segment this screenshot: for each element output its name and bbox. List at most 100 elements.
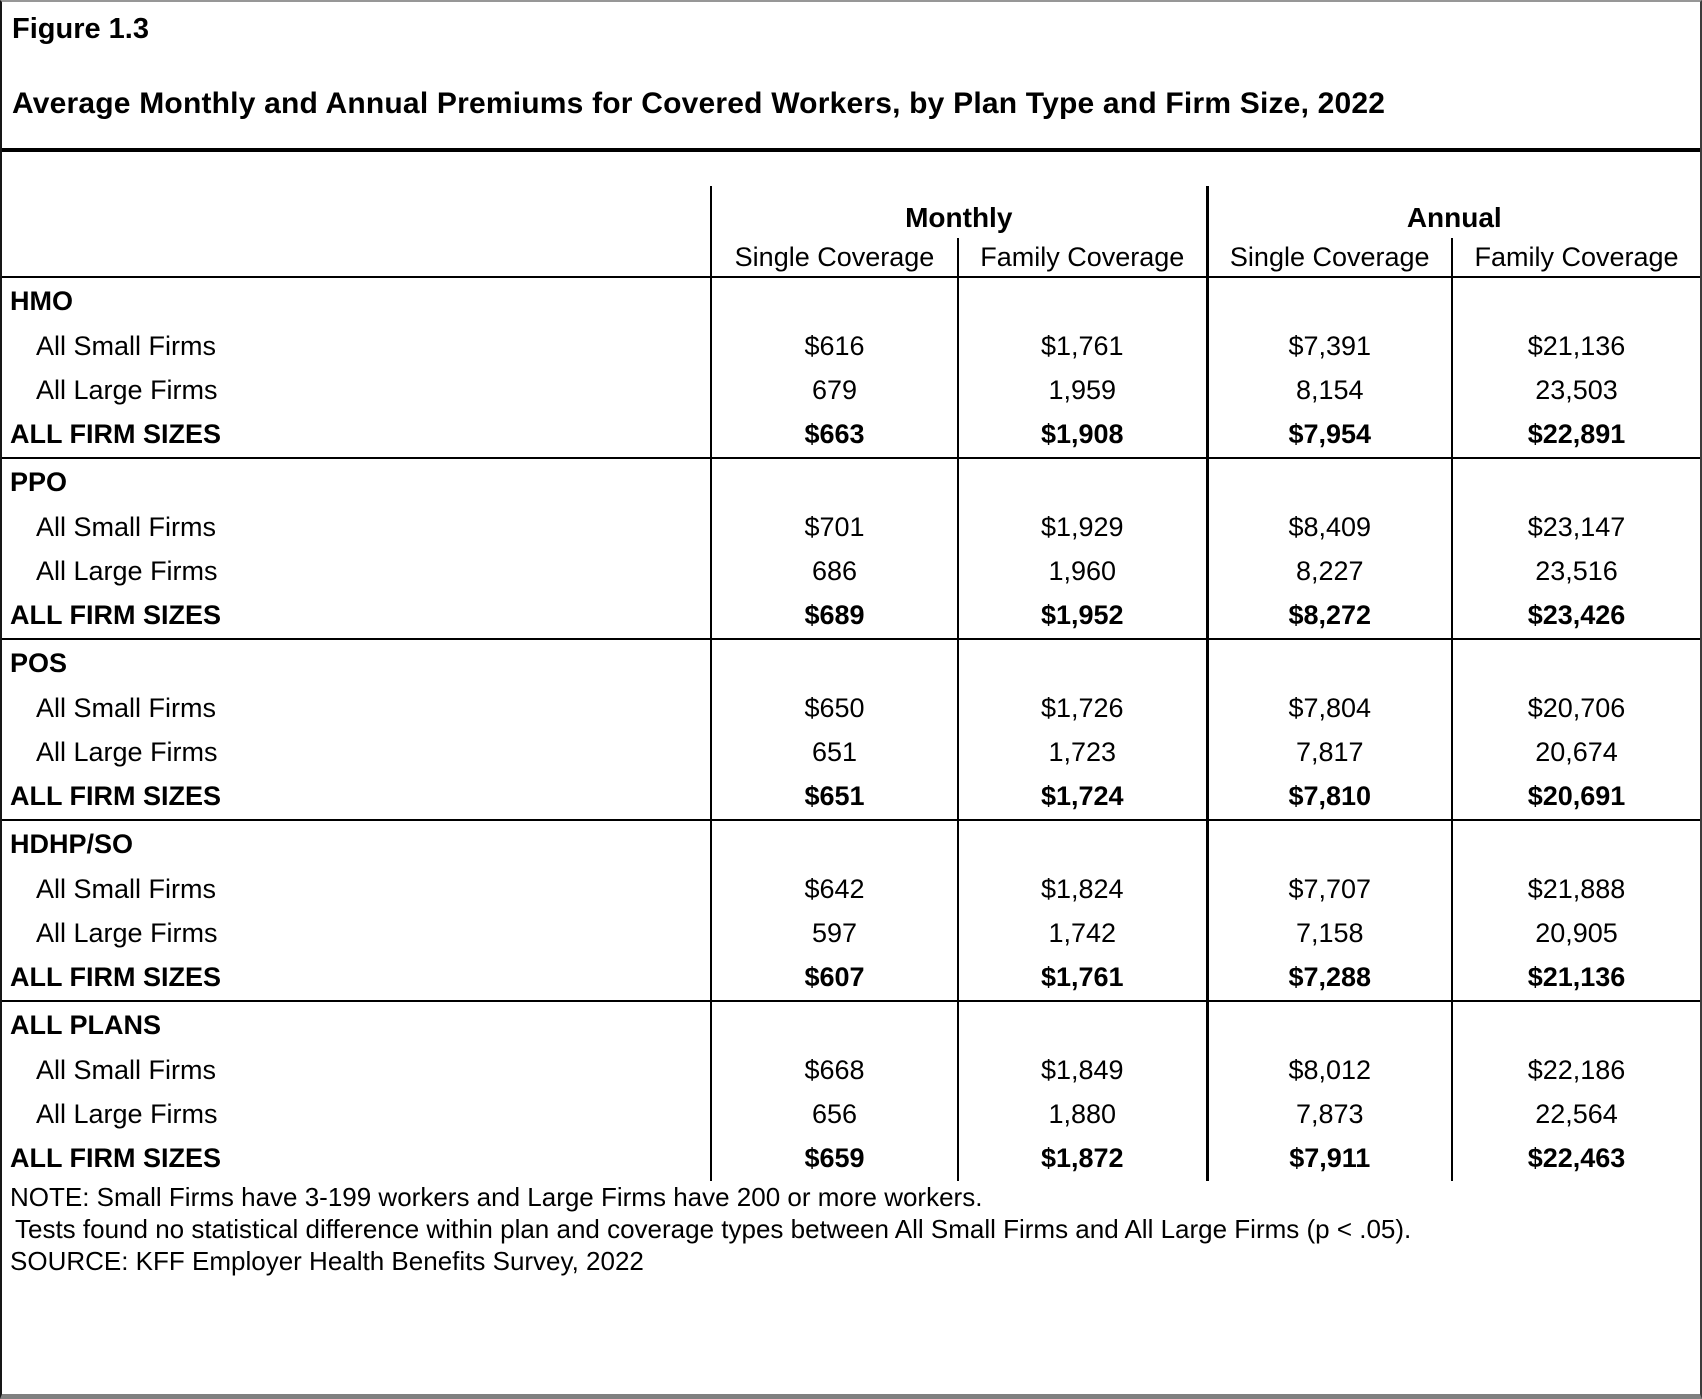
section-row-hmo: HMO <box>2 276 1700 324</box>
value-cell: $650 <box>710 686 958 730</box>
value-cell: $1,724 <box>957 774 1207 820</box>
value-cell: $7,707 <box>1205 867 1452 911</box>
figure-number: Figure 1.3 <box>12 13 149 45</box>
table-row: All Small Firms $668 $1,849 $8,012 $22,1… <box>2 1048 1700 1092</box>
plan-type-label: HDHP/SO <box>2 819 711 867</box>
all-firm-sizes-label: ALL FIRM SIZES <box>10 600 222 630</box>
firm-size-label: All Large Firms <box>36 917 218 948</box>
empty-cell <box>1205 819 1452 867</box>
value-cell: $23,426 <box>1450 593 1700 639</box>
value-cell: 686 <box>710 549 958 593</box>
value-cell: $22,463 <box>1450 1136 1700 1181</box>
value-cell: 23,503 <box>1450 368 1700 412</box>
firm-size-label: All Small Firms <box>36 873 216 904</box>
table-row-total: ALL FIRM SIZES $651 $1,724 $7,810 $20,69… <box>2 774 1700 820</box>
table-row: All Small Firms $701 $1,929 $8,409 $23,1… <box>2 505 1700 549</box>
all-firm-sizes-label: ALL FIRM SIZES <box>10 962 222 992</box>
source-text: SOURCE: KFF Employer Health Benefits Sur… <box>10 1246 644 1276</box>
value-cell: 1,723 <box>957 730 1207 774</box>
column-group-annual: Annual <box>1205 186 1700 238</box>
value-cell: $7,911 <box>1205 1136 1452 1181</box>
value-cell: $642 <box>710 867 958 911</box>
value-cell: $7,954 <box>1205 412 1452 458</box>
empty-cell <box>957 457 1207 505</box>
plan-type-label: ALL PLANS <box>2 1000 711 1048</box>
plan-type-label: PPO <box>2 457 711 505</box>
value-cell: $1,761 <box>957 955 1207 1001</box>
figure-header: Figure 1.3 Average Monthly and Annual Pr… <box>2 2 1700 152</box>
column-header-row: Single Coverage Family Coverage Single C… <box>2 238 1700 278</box>
value-cell: $651 <box>710 774 958 820</box>
value-cell: 1,880 <box>957 1092 1207 1136</box>
value-cell: 22,564 <box>1450 1092 1700 1136</box>
table-row-total: ALL FIRM SIZES $659 $1,872 $7,911 $22,46… <box>2 1136 1700 1181</box>
firm-size-label: All Large Firms <box>36 374 218 405</box>
table-header: Monthly Annual Single Coverage Family Co… <box>2 186 1700 278</box>
corner-cell <box>2 238 711 278</box>
table-row-total: ALL FIRM SIZES $607 $1,761 $7,288 $21,13… <box>2 955 1700 1001</box>
value-cell: $1,929 <box>957 505 1207 549</box>
table-row: All Large Firms 656 1,880 7,873 22,564 <box>2 1092 1700 1136</box>
value-cell: $20,706 <box>1450 686 1700 730</box>
section-row-all-plans: ALL PLANS <box>2 1000 1700 1048</box>
empty-cell <box>957 276 1207 324</box>
value-cell: 8,154 <box>1205 368 1452 412</box>
value-cell: $7,288 <box>1205 955 1452 1001</box>
value-cell: 1,742 <box>957 911 1207 955</box>
empty-cell <box>710 638 958 686</box>
column-group-monthly: Monthly <box>710 186 1207 238</box>
value-cell: 1,959 <box>957 368 1207 412</box>
corner-cell <box>2 186 711 238</box>
value-cell: 23,516 <box>1450 549 1700 593</box>
value-cell: $7,804 <box>1205 686 1452 730</box>
empty-cell <box>710 276 958 324</box>
all-firm-sizes-label: ALL FIRM SIZES <box>10 1143 222 1173</box>
note-text: NOTE: Small Firms have 3-199 workers and… <box>10 1182 983 1212</box>
empty-cell <box>1205 1000 1452 1048</box>
value-cell: $7,810 <box>1205 774 1452 820</box>
table-row: All Small Firms $616 $1,761 $7,391 $21,1… <box>2 324 1700 368</box>
all-firm-sizes-label: ALL FIRM SIZES <box>10 781 222 811</box>
table-row: All Small Firms $642 $1,824 $7,707 $21,8… <box>2 867 1700 911</box>
value-cell: $1,761 <box>957 324 1207 368</box>
value-cell: $8,272 <box>1205 593 1452 639</box>
empty-cell <box>1205 457 1452 505</box>
value-cell: $22,891 <box>1450 412 1700 458</box>
value-cell: $8,012 <box>1205 1048 1452 1092</box>
empty-cell <box>1205 638 1452 686</box>
table-row-total: ALL FIRM SIZES $689 $1,952 $8,272 $23,42… <box>2 593 1700 639</box>
value-cell: 651 <box>710 730 958 774</box>
empty-cell <box>1450 276 1700 324</box>
empty-cell <box>710 1000 958 1048</box>
empty-cell <box>957 1000 1207 1048</box>
firm-size-label: All Small Firms <box>36 1054 216 1085</box>
value-cell: 7,873 <box>1205 1092 1452 1136</box>
value-cell: $1,849 <box>957 1048 1207 1092</box>
value-cell: 597 <box>710 911 958 955</box>
value-cell: $1,908 <box>957 412 1207 458</box>
table-row: All Small Firms $650 $1,726 $7,804 $20,7… <box>2 686 1700 730</box>
section-row-hdhp-so: HDHP/SO <box>2 819 1700 867</box>
value-cell: 1,960 <box>957 549 1207 593</box>
value-cell: $659 <box>710 1136 958 1181</box>
table-row: All Large Firms 679 1,959 8,154 23,503 <box>2 368 1700 412</box>
empty-cell <box>957 819 1207 867</box>
value-cell: 679 <box>710 368 958 412</box>
value-cell: 656 <box>710 1092 958 1136</box>
value-cell: $21,136 <box>1450 324 1700 368</box>
value-cell: $8,409 <box>1205 505 1452 549</box>
firm-size-label: All Large Firms <box>36 555 218 586</box>
value-cell: $1,824 <box>957 867 1207 911</box>
column-group-row: Monthly Annual <box>2 186 1700 238</box>
value-cell: $1,872 <box>957 1136 1207 1181</box>
value-cell: $1,952 <box>957 593 1207 639</box>
firm-size-label: All Large Firms <box>36 736 218 767</box>
value-cell: 7,158 <box>1205 911 1452 955</box>
plan-type-label: POS <box>2 638 711 686</box>
value-cell: $607 <box>710 955 958 1001</box>
table-row: All Large Firms 686 1,960 8,227 23,516 <box>2 549 1700 593</box>
section-row-pos: POS <box>2 638 1700 686</box>
premiums-table: Monthly Annual Single Coverage Family Co… <box>2 186 1700 1181</box>
value-cell: 20,905 <box>1450 911 1700 955</box>
